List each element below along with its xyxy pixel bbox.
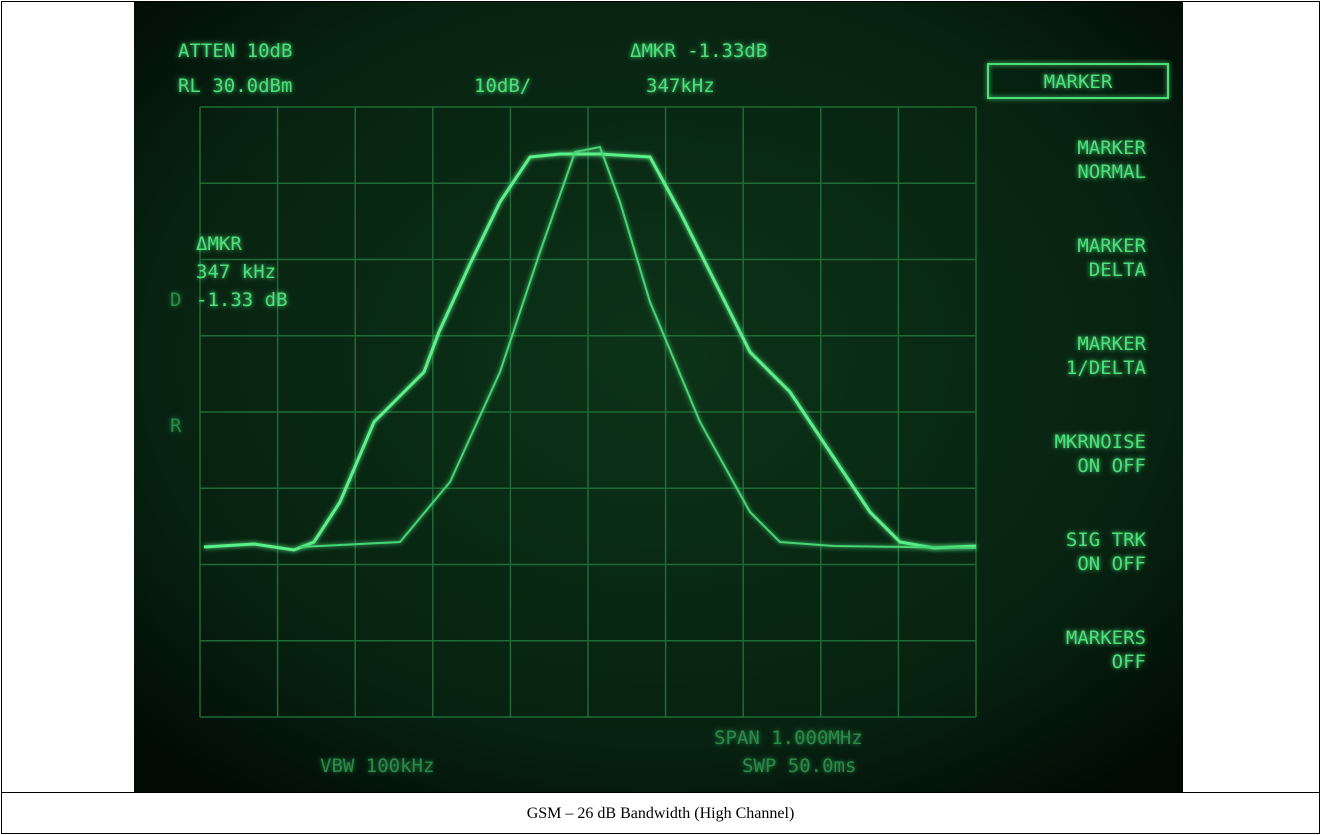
- screen-background: [134, 2, 1183, 792]
- softkey-label: ON OFF: [1077, 553, 1146, 575]
- screen-text: ATTEN 10dB RL 30.0dBm 10dB/ ΔMKR -1.33dB…: [170, 40, 1169, 777]
- figure-caption: GSM – 26 dB Bandwidth (High Channel): [1, 792, 1320, 835]
- marker-readout: 347 kHz: [196, 261, 276, 283]
- delta-marker-label: ΔMKR -1.33dB: [630, 40, 767, 62]
- span-label: SPAN 1.000MHz: [714, 727, 863, 749]
- softkey-label: MARKER: [1077, 333, 1146, 355]
- delta-freq-label: 347kHz: [646, 75, 715, 97]
- softkey-label: ON OFF: [1077, 455, 1146, 477]
- softkey-label: NORMAL: [1077, 161, 1146, 183]
- marker-readout: ΔMKR: [196, 233, 242, 255]
- softkey-label: MARKER: [1077, 235, 1146, 257]
- atten-label: ATTEN 10dB: [178, 40, 292, 62]
- menu-title-box: [987, 63, 1169, 99]
- softkey-label: MARKERS: [1066, 627, 1146, 649]
- marker-readout: -1.33 dB: [196, 289, 288, 311]
- trace-wide: [203, 152, 977, 552]
- vbw-label: VBW 100kHz: [320, 755, 434, 777]
- softkey-label: MKRNOISE: [1054, 431, 1146, 453]
- softkey-label: 1/DELTA: [1066, 357, 1147, 379]
- scale-label: 10dB/: [474, 75, 531, 97]
- softkey-label: SIG TRK: [1066, 529, 1147, 551]
- side-letter: R: [170, 415, 182, 437]
- softkey-label: DELTA: [1089, 259, 1147, 281]
- sweep-label: SWP 50.0ms: [742, 755, 856, 777]
- menu-title: MARKER: [1044, 71, 1113, 93]
- ref-level-label: RL 30.0dBm: [178, 75, 292, 97]
- graticule: [199, 106, 977, 718]
- softkey-label: OFF: [1112, 651, 1146, 673]
- trace-narrow: [299, 145, 977, 549]
- softkey-label: MARKER: [1077, 137, 1146, 159]
- analyzer-photo: ATTEN 10dB RL 30.0dBm 10dB/ ΔMKR -1.33dB…: [134, 2, 1183, 792]
- side-letter: D: [170, 289, 181, 311]
